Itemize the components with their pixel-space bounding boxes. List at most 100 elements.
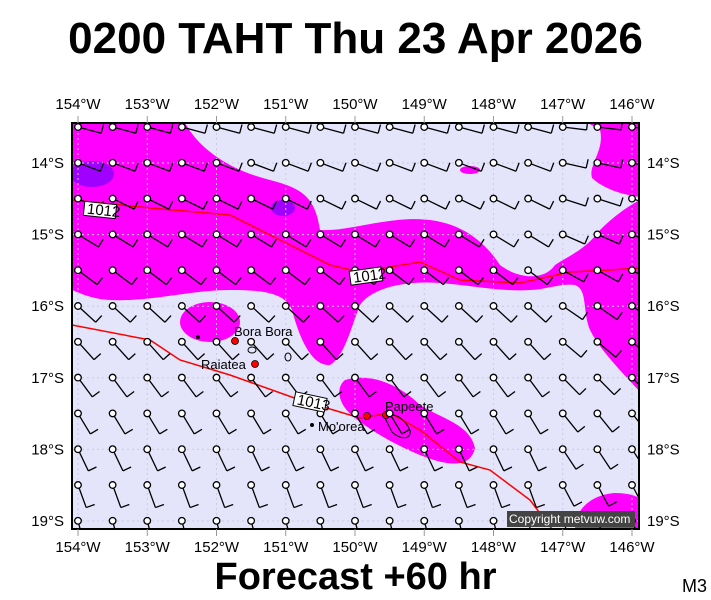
wind-barb bbox=[177, 373, 204, 398]
wind-barb bbox=[316, 194, 347, 210]
wind-barb bbox=[420, 516, 429, 529]
wind-barb bbox=[212, 194, 243, 210]
heavy-rain-areas bbox=[72, 161, 295, 216]
wind-barb bbox=[74, 373, 100, 398]
wind-barb bbox=[177, 123, 209, 134]
wind-barb bbox=[385, 158, 416, 172]
wind-barb bbox=[489, 481, 511, 509]
place-papeete: Papeete bbox=[385, 399, 433, 414]
wind-barb bbox=[420, 266, 450, 286]
wind-barb bbox=[108, 445, 132, 472]
wind-barb bbox=[212, 266, 242, 286]
svg-text:1012: 1012 bbox=[86, 201, 121, 221]
lon-label-top: 149°W bbox=[402, 96, 448, 113]
wind-barb bbox=[177, 230, 208, 248]
wind-barb bbox=[385, 373, 412, 398]
wind-barb bbox=[593, 158, 624, 169]
lat-label-right: 19°S bbox=[647, 513, 680, 530]
lon-label-bottom: 148°W bbox=[471, 539, 517, 556]
wind-barb bbox=[524, 337, 552, 361]
lat-label-left: 15°S bbox=[31, 227, 64, 244]
svg-text:1013: 1013 bbox=[295, 391, 331, 415]
wind-barb bbox=[74, 158, 105, 172]
lon-label-bottom: 147°W bbox=[540, 539, 586, 556]
lon-label-bottom: 152°W bbox=[194, 539, 240, 556]
wind-barb bbox=[524, 409, 549, 435]
lon-label-bottom: 150°W bbox=[332, 539, 378, 556]
wind-barb bbox=[454, 337, 483, 361]
wind-barb bbox=[108, 194, 139, 210]
wind-barb bbox=[143, 194, 174, 210]
wind-barb bbox=[212, 373, 239, 398]
wind-barb bbox=[108, 302, 137, 323]
wind-barb bbox=[316, 158, 347, 172]
wind-barb bbox=[177, 194, 208, 210]
wind-barb bbox=[177, 337, 206, 361]
wind-barb bbox=[628, 194, 639, 203]
wind-barb bbox=[108, 123, 139, 134]
wind-barb bbox=[489, 302, 518, 323]
wind-barb bbox=[420, 481, 442, 509]
wind-barb bbox=[316, 123, 347, 134]
wind-barb bbox=[143, 158, 174, 172]
wind-barb bbox=[558, 445, 584, 470]
wind-barb bbox=[281, 158, 312, 172]
wind-barb bbox=[385, 230, 416, 248]
wind-barb bbox=[177, 266, 207, 286]
wind-barb bbox=[74, 409, 99, 435]
rain-northeast bbox=[588, 123, 639, 197]
wind-barb bbox=[385, 337, 413, 361]
wind-barb bbox=[351, 337, 379, 361]
model-label: M3 bbox=[682, 576, 708, 596]
wind-barb bbox=[351, 481, 372, 509]
place-raiatea: Raiatea bbox=[201, 357, 247, 372]
lat-label-left: 17°S bbox=[31, 370, 64, 387]
wind-barb bbox=[247, 337, 275, 361]
wind-barb bbox=[143, 445, 166, 472]
wind-barb bbox=[143, 230, 173, 248]
wind-barb bbox=[489, 409, 514, 435]
wind-barb bbox=[524, 481, 546, 509]
wind-barb bbox=[420, 445, 443, 472]
lon-label-bottom: 146°W bbox=[609, 539, 655, 556]
rain-bora-bora bbox=[180, 302, 240, 342]
lon-label-bottom: 153°W bbox=[125, 539, 171, 556]
wind-barb bbox=[628, 158, 639, 167]
lat-label-left: 16°S bbox=[31, 298, 64, 315]
wind-barb bbox=[593, 194, 624, 207]
wind-barb bbox=[489, 516, 498, 529]
wind-barb bbox=[351, 123, 382, 134]
wind-barb bbox=[628, 230, 639, 239]
wind-barb bbox=[143, 516, 152, 529]
wind-barb bbox=[558, 266, 589, 283]
wind-barb bbox=[108, 230, 139, 248]
wind-barb bbox=[316, 266, 346, 286]
wind-barb bbox=[247, 373, 274, 398]
wind-barb bbox=[593, 337, 623, 358]
wind-barb bbox=[177, 516, 186, 529]
wind-barb bbox=[385, 516, 394, 529]
wind-barb bbox=[454, 516, 463, 529]
lon-label-top: 148°W bbox=[471, 96, 517, 113]
axes: 154°W 154°W 153°W 153°W 152°W 152°W 151°W 151°W… bbox=[31, 96, 679, 556]
wind-barb bbox=[177, 302, 207, 323]
place-bora-bora: Bora Bora bbox=[234, 324, 293, 339]
wind-barb bbox=[212, 481, 234, 509]
wind-barb bbox=[247, 230, 277, 248]
wind-barb bbox=[454, 445, 478, 472]
wind-barb bbox=[558, 158, 589, 169]
lon-label-bottom: 154°W bbox=[55, 539, 101, 556]
wind-barb bbox=[489, 123, 520, 134]
wind-barb bbox=[212, 337, 240, 361]
wind-barb bbox=[143, 123, 174, 134]
wind-barb bbox=[489, 194, 520, 210]
wind-barb bbox=[281, 230, 312, 248]
wind-barb bbox=[420, 337, 448, 361]
isobar-label-1012a: 1012 bbox=[82, 201, 121, 221]
lon-label-top: 153°W bbox=[125, 96, 171, 113]
wind-barb bbox=[281, 481, 303, 509]
wind-barb bbox=[489, 266, 519, 286]
lat-label-right: 17°S bbox=[647, 370, 680, 387]
wind-barb bbox=[385, 302, 414, 323]
